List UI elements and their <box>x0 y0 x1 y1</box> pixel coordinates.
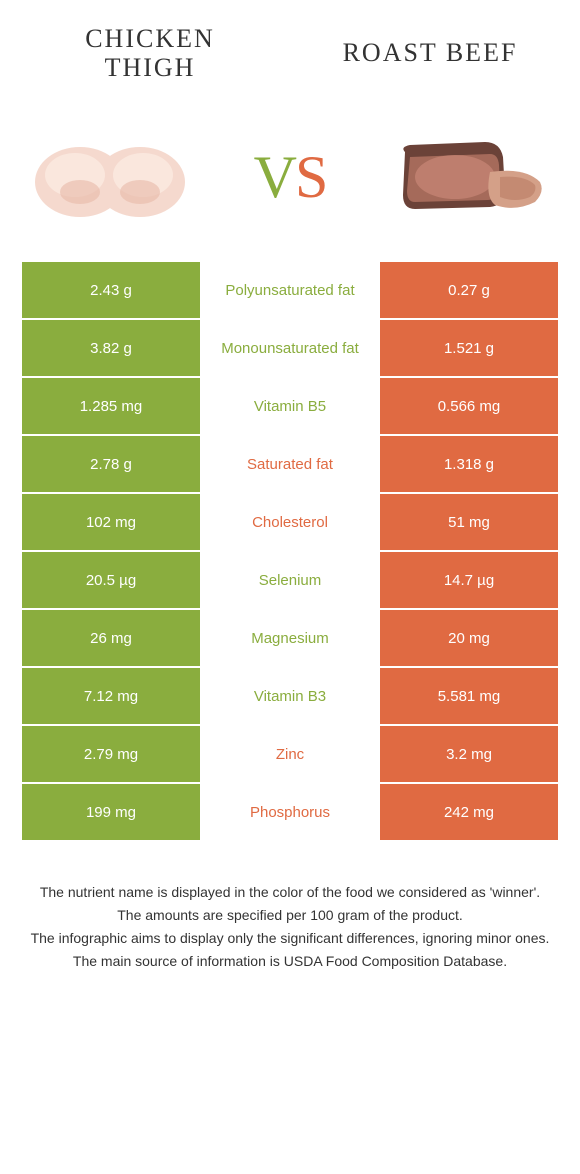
footer-line: The infographic aims to display only the… <box>30 928 550 949</box>
nutrient-label: Polyunsaturated fat <box>200 262 380 318</box>
nutrient-label: Zinc <box>200 726 380 782</box>
left-value: 2.43 g <box>22 262 200 318</box>
table-row: 2.78 gSaturated fat1.318 g <box>22 436 558 494</box>
left-value: 2.79 mg <box>22 726 200 782</box>
table-row: 102 mgCholesterol51 mg <box>22 494 558 552</box>
right-value: 1.318 g <box>380 436 558 492</box>
nutrient-label: Vitamin B3 <box>200 668 380 724</box>
left-value: 102 mg <box>22 494 200 550</box>
right-value: 0.27 g <box>380 262 558 318</box>
right-value: 51 mg <box>380 494 558 550</box>
title-text: THIGH <box>105 53 196 82</box>
right-food-title: ROAST BEEF <box>330 39 530 68</box>
comparison-table: 2.43 gPolyunsaturated fat0.27 g3.82 gMon… <box>22 262 558 842</box>
nutrient-label: Magnesium <box>200 610 380 666</box>
footer-line: The main source of information is USDA F… <box>30 951 550 972</box>
header: CHICKEN THIGH ROAST BEEF <box>0 0 580 92</box>
nutrient-label: Saturated fat <box>200 436 380 492</box>
right-value: 14.7 µg <box>380 552 558 608</box>
left-value: 7.12 mg <box>22 668 200 724</box>
vs-v: V <box>254 144 295 210</box>
roast-beef-image <box>380 122 555 232</box>
nutrient-label: Cholesterol <box>200 494 380 550</box>
right-value: 5.581 mg <box>380 668 558 724</box>
left-value: 1.285 mg <box>22 378 200 434</box>
left-value: 2.78 g <box>22 436 200 492</box>
nutrient-label: Phosphorus <box>200 784 380 840</box>
vs-label: VS <box>254 143 327 212</box>
table-row: 26 mgMagnesium20 mg <box>22 610 558 668</box>
right-value: 242 mg <box>380 784 558 840</box>
table-row: 3.82 gMonounsaturated fat1.521 g <box>22 320 558 378</box>
footer-line: The nutrient name is displayed in the co… <box>30 882 550 903</box>
table-row: 2.43 gPolyunsaturated fat0.27 g <box>22 262 558 320</box>
table-row: 1.285 mgVitamin B50.566 mg <box>22 378 558 436</box>
right-value: 3.2 mg <box>380 726 558 782</box>
footer-line: The amounts are specified per 100 gram o… <box>30 905 550 926</box>
nutrient-label: Vitamin B5 <box>200 378 380 434</box>
table-row: 7.12 mgVitamin B35.581 mg <box>22 668 558 726</box>
nutrient-label: Selenium <box>200 552 380 608</box>
table-row: 199 mgPhosphorus242 mg <box>22 784 558 842</box>
left-value: 199 mg <box>22 784 200 840</box>
title-text: CHICKEN <box>85 24 215 53</box>
vs-s: S <box>295 144 326 210</box>
table-row: 20.5 µgSelenium14.7 µg <box>22 552 558 610</box>
left-food-title: CHICKEN THIGH <box>50 25 250 82</box>
nutrient-label: Monounsaturated fat <box>200 320 380 376</box>
left-value: 3.82 g <box>22 320 200 376</box>
left-value: 20.5 µg <box>22 552 200 608</box>
chicken-thigh-image <box>25 122 200 232</box>
images-row: VS <box>0 92 580 262</box>
right-value: 1.521 g <box>380 320 558 376</box>
left-value: 26 mg <box>22 610 200 666</box>
right-value: 20 mg <box>380 610 558 666</box>
footer-notes: The nutrient name is displayed in the co… <box>0 882 580 972</box>
right-value: 0.566 mg <box>380 378 558 434</box>
table-row: 2.79 mgZinc3.2 mg <box>22 726 558 784</box>
